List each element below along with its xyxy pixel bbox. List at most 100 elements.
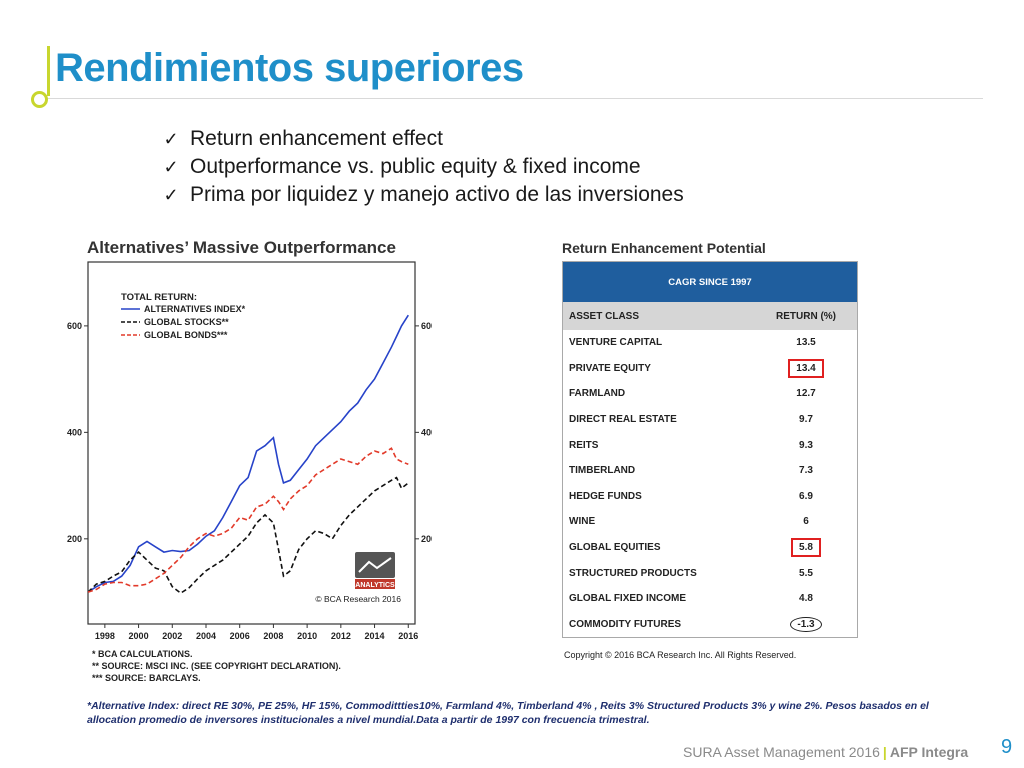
column-header: RETURN (%) xyxy=(776,310,836,322)
return-value: 9.3 xyxy=(799,439,813,451)
table-row: COMMODITY FUTURES -1.3 xyxy=(563,612,858,638)
performance-line-chart: 200 200 400 400 600 600 1998 2000 2002 2004 2006 20… xyxy=(67,261,432,641)
table-title: Return Enhancement Potential xyxy=(562,240,766,256)
bullet-item: ✓ Prima por liquidez y manejo activo de l… xyxy=(160,181,684,209)
asset-class-cell: DIRECT REAL ESTATE xyxy=(569,414,677,426)
y-tick-label-left: 600 xyxy=(67,321,82,331)
series-line xyxy=(87,314,409,593)
footer-separator: | xyxy=(882,744,887,760)
return-cell: 5.8 xyxy=(755,535,858,561)
bullet-text: Prima por liquidez y manejo activo de la… xyxy=(190,183,684,206)
legend-label: GLOBAL BONDS*** xyxy=(144,330,228,340)
return-cell: 7.3 xyxy=(755,458,858,484)
return-cell: 6 xyxy=(755,509,858,535)
legend-label: GLOBAL STOCKS** xyxy=(144,317,229,327)
checkmark-icon: ✓ xyxy=(163,157,179,177)
return-value: 6 xyxy=(803,516,809,528)
footnote: * BCA CALCULATIONS. xyxy=(92,649,193,659)
logo-text: ANALYTICS xyxy=(355,582,395,589)
footnote-note: *Alternative Index: direct RE 30%, PE 25… xyxy=(87,700,929,726)
x-tick-label: 1998 xyxy=(95,631,115,641)
y-tick-label-right: 200 xyxy=(421,534,432,544)
table-row: GLOBAL EQUITIES 5.8 xyxy=(563,535,858,561)
return-cell: -1.3 xyxy=(755,612,858,638)
return-value: 9.7 xyxy=(799,414,813,426)
x-tick-label: 2006 xyxy=(230,631,250,641)
asset-class-cell: REITS xyxy=(569,439,599,451)
asset-class-cell: GLOBAL FIXED INCOME xyxy=(569,593,687,605)
x-tick-label: 2016 xyxy=(398,631,418,641)
x-tick-label: 2004 xyxy=(196,631,216,641)
x-tick-label: 2010 xyxy=(297,631,317,641)
table-row: STRUCTURED PRODUCTS 5.5 xyxy=(563,560,858,586)
asset-class-cell: STRUCTURED PRODUCTS xyxy=(569,567,697,579)
checkmark-icon: ✓ xyxy=(163,185,179,205)
y-tick-label-left: 200 xyxy=(67,534,82,544)
title-underline xyxy=(48,98,983,99)
asset-class-cell: PRIVATE EQUITY xyxy=(569,362,651,374)
return-cell: 6.9 xyxy=(755,484,858,510)
checkmark-icon: ✓ xyxy=(163,129,179,149)
footer: SURA Asset Management 2016 | AFP Integra xyxy=(683,744,968,760)
table-row: DIRECT REAL ESTATE 9.7 xyxy=(563,407,858,433)
x-tick-label: 2000 xyxy=(129,631,149,641)
table-header-row: ASSET CLASS RETURN (%) xyxy=(562,302,858,330)
return-value: 13.5 xyxy=(796,337,816,349)
x-tick-label: 2014 xyxy=(365,631,385,641)
table-row: FARMLAND 12.7 xyxy=(563,381,858,407)
asset-class-cell: FARMLAND xyxy=(569,388,626,400)
page-number: 9 xyxy=(1001,736,1013,758)
x-tick-label: 2002 xyxy=(162,631,182,641)
table-row: VENTURE CAPITAL 13.5 xyxy=(563,330,858,356)
y-tick-label-left: 400 xyxy=(67,427,82,437)
asset-class-cell: TIMBERLAND xyxy=(569,465,636,477)
footnote: ** SOURCE: MSCI INC. (SEE COPYRIGHT DECL… xyxy=(92,661,341,671)
return-cell: 5.5 xyxy=(755,560,858,586)
x-tick-label: 2008 xyxy=(263,631,283,641)
table-copyright: Copyright © 2016 BCA Research Inc. All R… xyxy=(564,650,797,660)
footer-company: SURA Asset Management 2016 xyxy=(683,744,880,760)
x-tick-label: 2012 xyxy=(331,631,351,641)
footnote: *** SOURCE: BARCLAYS. xyxy=(92,673,201,683)
footer-brand: AFP Integra xyxy=(889,744,969,760)
return-value: 7.3 xyxy=(799,465,813,477)
table-row: REITS 9.3 xyxy=(563,432,858,458)
asset-class-cell: VENTURE CAPITAL xyxy=(569,337,663,349)
return-value: 6.9 xyxy=(799,490,813,502)
return-value: 13.4 xyxy=(788,358,824,378)
return-table: CAGR SINCE 1997 ASSET CLASS RETURN (%) V… xyxy=(562,261,858,639)
chart-title: Alternatives’ Massive Outperformance xyxy=(87,238,396,257)
title-ring-icon xyxy=(31,91,48,108)
series-line xyxy=(87,447,409,593)
return-cell: 13.4 xyxy=(755,356,858,382)
return-cell: 13.5 xyxy=(755,330,858,356)
logo-label-band xyxy=(355,579,395,589)
series-line xyxy=(87,476,409,595)
column-header: ASSET CLASS xyxy=(569,310,640,322)
chart-watermark: © BCA Research 2016 xyxy=(315,594,401,604)
analytics-logo-icon xyxy=(355,552,395,578)
legend-label: ALTERNATIVES INDEX* xyxy=(144,304,246,314)
asset-class-cell: GLOBAL EQUITIES xyxy=(569,542,661,554)
y-tick-label-right: 400 xyxy=(421,427,432,437)
return-value: 5.5 xyxy=(799,567,813,579)
y-tick-label-right: 600 xyxy=(421,321,432,331)
logo-trend-line xyxy=(358,557,392,573)
table-band-header: CAGR SINCE 1997 xyxy=(562,261,858,302)
bullet-text: Outperformance vs. public equity & fixed… xyxy=(190,155,641,178)
table-row: HEDGE FUNDS 6.9 xyxy=(563,484,858,510)
title-accent-stem xyxy=(47,46,50,96)
chart-footnotes: * BCA CALCULATIONS. ** SOURCE: MSCI INC.… xyxy=(92,648,341,684)
asset-class-cell: WINE xyxy=(569,516,596,528)
table-row: PRIVATE EQUITY 13.4 xyxy=(563,356,858,382)
legend-title: TOTAL RETURN: xyxy=(121,292,197,303)
table-row: GLOBAL FIXED INCOME 4.8 xyxy=(563,586,858,612)
return-value: 4.8 xyxy=(799,593,813,605)
asset-class-cell: HEDGE FUNDS xyxy=(569,490,642,502)
return-cell: 9.3 xyxy=(755,432,858,458)
return-cell: 4.8 xyxy=(755,586,858,612)
bullet-item: ✓ Return enhancement effect xyxy=(160,125,684,153)
return-value: 12.7 xyxy=(796,388,816,400)
bullet-item: ✓ Outperformance vs. public equity & fixe… xyxy=(160,153,684,181)
table-row: WINE 6 xyxy=(563,509,858,535)
